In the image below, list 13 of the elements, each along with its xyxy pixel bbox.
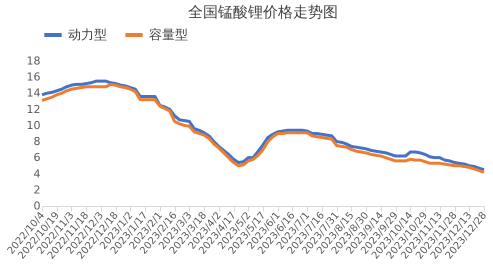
y-tick-label: 6 [34, 151, 40, 164]
y-tick-label: 12 [26, 102, 40, 116]
y-tick-label: 2 [34, 183, 40, 196]
chart-title: 全国锰酸锂价格走势图 [188, 3, 338, 21]
y-tick-label: 16 [26, 70, 40, 84]
legend-label: 动力型 [68, 28, 107, 43]
y-tick-label: 0 [34, 200, 40, 212]
y-tick-label: 10 [26, 118, 40, 132]
y-tick-label: 14 [26, 86, 40, 100]
y-tick-label: 18 [26, 54, 40, 68]
y-tick-label: 4 [34, 167, 40, 180]
y-tick-label: 8 [34, 135, 40, 148]
legend-label: 容量型 [149, 27, 188, 43]
